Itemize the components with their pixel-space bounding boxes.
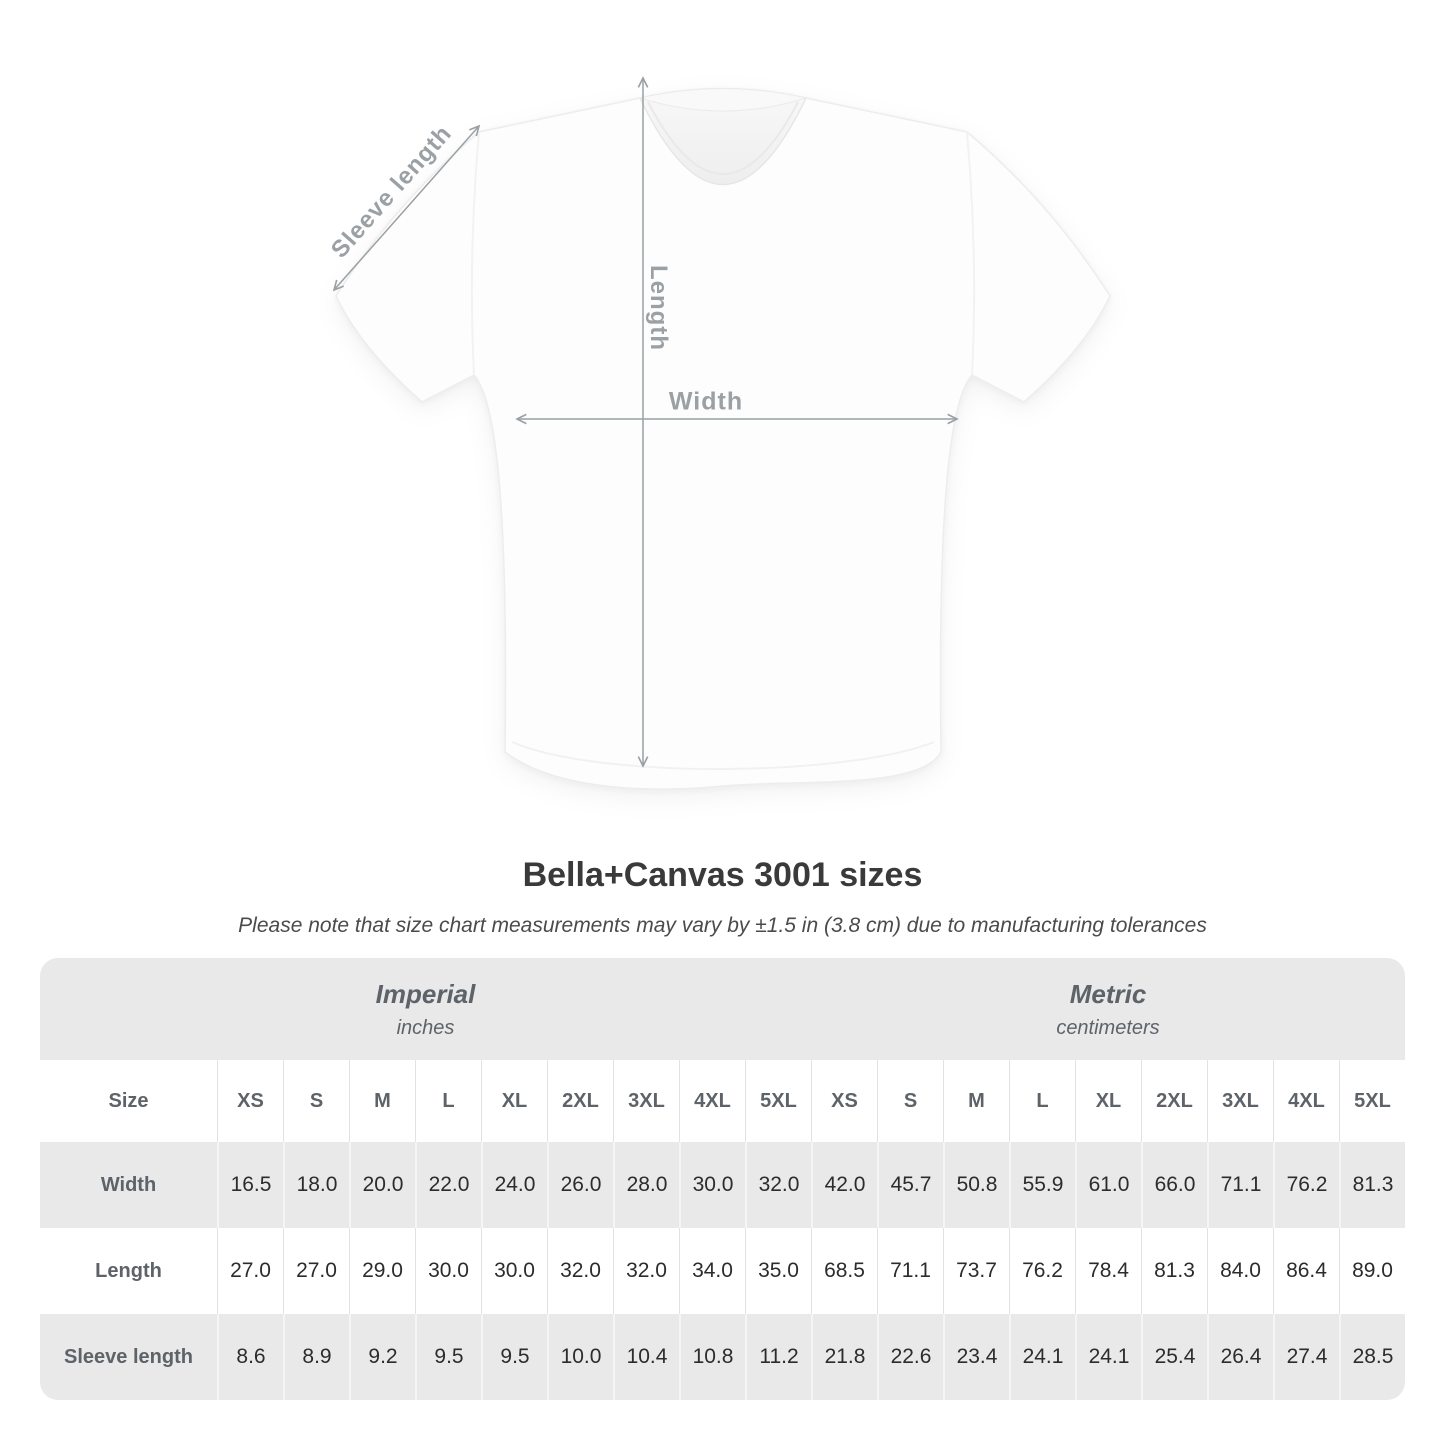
size-header-cell: 3XL	[613, 1060, 679, 1142]
imperial-value-cell: 9.2	[349, 1314, 415, 1400]
imperial-group-header: Imperial inches	[40, 958, 811, 1060]
length-label: Length	[645, 265, 672, 351]
size-header-cell: M	[943, 1060, 1009, 1142]
metric-value-cell: 81.3	[1141, 1228, 1207, 1314]
unit-group-row: Imperial inches Metric centimeters	[40, 958, 1405, 1060]
imperial-value-cell: 9.5	[481, 1314, 547, 1400]
metric-value-cell: 73.7	[943, 1228, 1009, 1314]
imperial-value-cell: 32.0	[613, 1228, 679, 1314]
tshirt-silhouette	[335, 87, 1111, 790]
imperial-value-cell: 10.0	[547, 1314, 613, 1400]
size-header-cell: 5XL	[1339, 1060, 1405, 1142]
measurement-row: Width 16.5 18.0 20.0 22.0 24.0 26.0 28.0 30.0 32.…	[40, 1142, 1405, 1228]
imperial-value-cell: 24.0	[481, 1142, 547, 1228]
size-header-cell: 4XL	[679, 1060, 745, 1142]
imperial-value-cell: 35.0	[745, 1228, 811, 1314]
metric-value-cell: 24.1	[1075, 1314, 1141, 1400]
metric-value-cell: 61.0	[1075, 1142, 1141, 1228]
metric-value-cell: 81.3	[1339, 1142, 1405, 1228]
metric-value-cell: 76.2	[1273, 1142, 1339, 1228]
measurement-arrows	[332, 76, 959, 768]
imperial-value-cell: 30.0	[679, 1142, 745, 1228]
imperial-value-cell: 34.0	[679, 1228, 745, 1314]
imperial-value-cell: 20.0	[349, 1142, 415, 1228]
metric-value-cell: 55.9	[1009, 1142, 1075, 1228]
size-header-cell: L	[1009, 1060, 1075, 1142]
imperial-value-cell: 10.4	[613, 1314, 679, 1400]
metric-unit: centimeters	[1056, 1016, 1160, 1039]
imperial-value-cell: 30.0	[415, 1228, 481, 1314]
metric-value-cell: 78.4	[1075, 1228, 1141, 1314]
metric-value-cell: 28.5	[1339, 1314, 1405, 1400]
size-header-cell: 5XL	[745, 1060, 811, 1142]
metric-value-cell: 66.0	[1141, 1142, 1207, 1228]
metric-value-cell: 50.8	[943, 1142, 1009, 1228]
imperial-value-cell: 32.0	[745, 1142, 811, 1228]
imperial-value-cell: 8.6	[217, 1314, 283, 1400]
imperial-value-cell: 27.0	[283, 1228, 349, 1314]
metric-group-header: Metric centimeters	[811, 958, 1405, 1060]
size-header-cell: 2XL	[1141, 1060, 1207, 1142]
imperial-value-cell: 8.9	[283, 1314, 349, 1400]
imperial-value-cell: 10.8	[679, 1314, 745, 1400]
row-label: Width	[100, 1173, 157, 1196]
row-label: Length	[95, 1259, 162, 1282]
metric-value-cell: 45.7	[877, 1142, 943, 1228]
sleeve-length-arrow	[332, 124, 481, 292]
metric-value-cell: 23.4	[943, 1314, 1009, 1400]
imperial-value-cell: 26.0	[547, 1142, 613, 1228]
size-header-cell: XL	[1075, 1060, 1141, 1142]
size-header-cell: 4XL	[1273, 1060, 1339, 1142]
size-header-cell: M	[349, 1060, 415, 1142]
imperial-value-cell: 28.0	[613, 1142, 679, 1228]
metric-value-cell: 24.1	[1009, 1314, 1075, 1400]
size-header-cell: S	[877, 1060, 943, 1142]
tolerance-note: Please note that size chart measurements…	[238, 914, 1207, 937]
imperial-value-cell: 16.5	[217, 1142, 283, 1228]
imperial-value-cell: 27.0	[217, 1228, 283, 1314]
size-header-cell: 3XL	[1207, 1060, 1273, 1142]
width-label: Width	[668, 387, 744, 416]
imperial-value-cell: 29.0	[349, 1228, 415, 1314]
size-header-cell: XS	[217, 1060, 283, 1142]
tshirt-image	[332, 76, 1111, 790]
size-table: Imperial inches Metric centimeters Size X…	[40, 958, 1405, 1400]
size-header-cell: L	[415, 1060, 481, 1142]
size-column-header: Size	[108, 1089, 149, 1112]
metric-value-cell: 84.0	[1207, 1228, 1273, 1314]
imperial-unit: inches	[396, 1016, 455, 1039]
measurement-row: Length 27.0 27.0 29.0 30.0 30.0 32.0 32.0 34.0 35…	[40, 1228, 1405, 1314]
imperial-value-cell: 30.0	[481, 1228, 547, 1314]
metric-value-cell: 27.4	[1273, 1314, 1339, 1400]
imperial-value-cell: 9.5	[415, 1314, 481, 1400]
imperial-value-cell: 22.0	[415, 1142, 481, 1228]
metric-value-cell: 89.0	[1339, 1228, 1405, 1314]
imperial-value-cell: 11.2	[745, 1314, 811, 1400]
size-header-cell: XS	[811, 1060, 877, 1142]
page-title: Bella+Canvas 3001 sizes	[522, 856, 923, 894]
metric-value-cell: 25.4	[1141, 1314, 1207, 1400]
metric-value-cell: 76.2	[1009, 1228, 1075, 1314]
metric-value-cell: 21.8	[811, 1314, 877, 1400]
imperial-value-cell: 32.0	[547, 1228, 613, 1314]
metric-value-cell: 71.1	[1207, 1142, 1273, 1228]
imperial-label: Imperial	[375, 978, 476, 1009]
size-header-cell: XL	[481, 1060, 547, 1142]
metric-value-cell: 22.6	[877, 1314, 943, 1400]
row-label: Sleeve length	[64, 1345, 193, 1368]
imperial-value-cell: 18.0	[283, 1142, 349, 1228]
metric-value-cell: 71.1	[877, 1228, 943, 1314]
table-rows: Width 16.5 18.0 20.0 22.0 24.0 26.0 28.0 30.0 32.…	[40, 1142, 1405, 1400]
size-header-cell: S	[283, 1060, 349, 1142]
metric-label: Metric	[1069, 978, 1147, 1009]
metric-value-cell: 42.0	[811, 1142, 877, 1228]
metric-value-cell: 86.4	[1273, 1228, 1339, 1314]
metric-value-cell: 26.4	[1207, 1314, 1273, 1400]
measurement-row: Sleeve length 8.6 8.9 9.2 9.5 9.5 10.0 10.4 10.8…	[40, 1314, 1405, 1400]
size-header-cell: 2XL	[547, 1060, 613, 1142]
metric-value-cell: 68.5	[811, 1228, 877, 1314]
size-header-row: Size XS S M L XL 2XL 3XL 4XL 5XL XS S M L XL 2XL 3XL 4XL 5…	[40, 1060, 1405, 1142]
